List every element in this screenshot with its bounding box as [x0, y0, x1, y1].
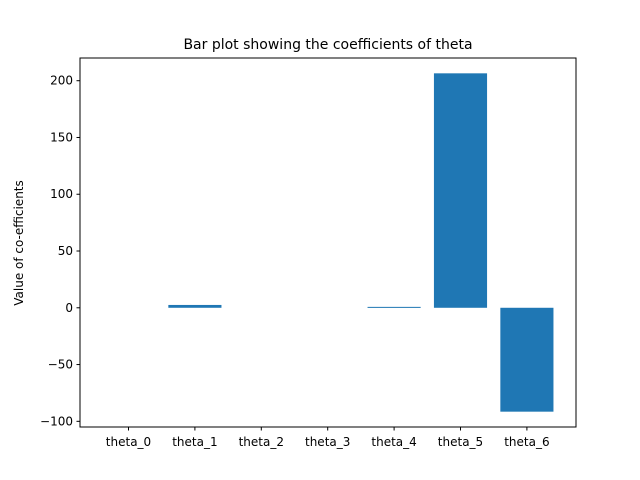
bar-theta_6: [500, 307, 554, 412]
y-tick-label: 100: [50, 187, 73, 201]
y-axis-label: Value of co-efficients: [12, 180, 26, 306]
y-tick-label: 200: [50, 74, 73, 88]
x-tick-label: theta_4: [371, 435, 416, 449]
x-tick-label: theta_2: [239, 435, 284, 449]
bar-theta_1: [168, 304, 222, 308]
bar-theta_5: [433, 73, 488, 308]
y-axis: −100 −50 0 50 100 150 200: [40, 74, 80, 428]
x-tick-label: theta_0: [106, 435, 151, 449]
bars-group: [168, 73, 554, 412]
x-tick-label: theta_1: [172, 435, 217, 449]
x-tick-label: theta_3: [305, 435, 350, 449]
x-axis: theta_0 theta_1 theta_2 theta_3 theta_4 theta…: [106, 427, 550, 449]
x-tick-label: theta_5: [438, 435, 483, 449]
y-tick-label: 150: [50, 130, 73, 144]
y-tick-label: 0: [65, 301, 73, 315]
y-tick-label: −100: [40, 414, 73, 428]
y-tick-label: −50: [48, 358, 73, 372]
x-tick-label: theta_6: [504, 435, 549, 449]
y-tick-label: 50: [58, 244, 73, 258]
bar-theta_4: [367, 306, 421, 308]
chart-title: Bar plot showing the coefficients of the…: [183, 37, 472, 53]
plot-frame: [79, 57, 577, 428]
